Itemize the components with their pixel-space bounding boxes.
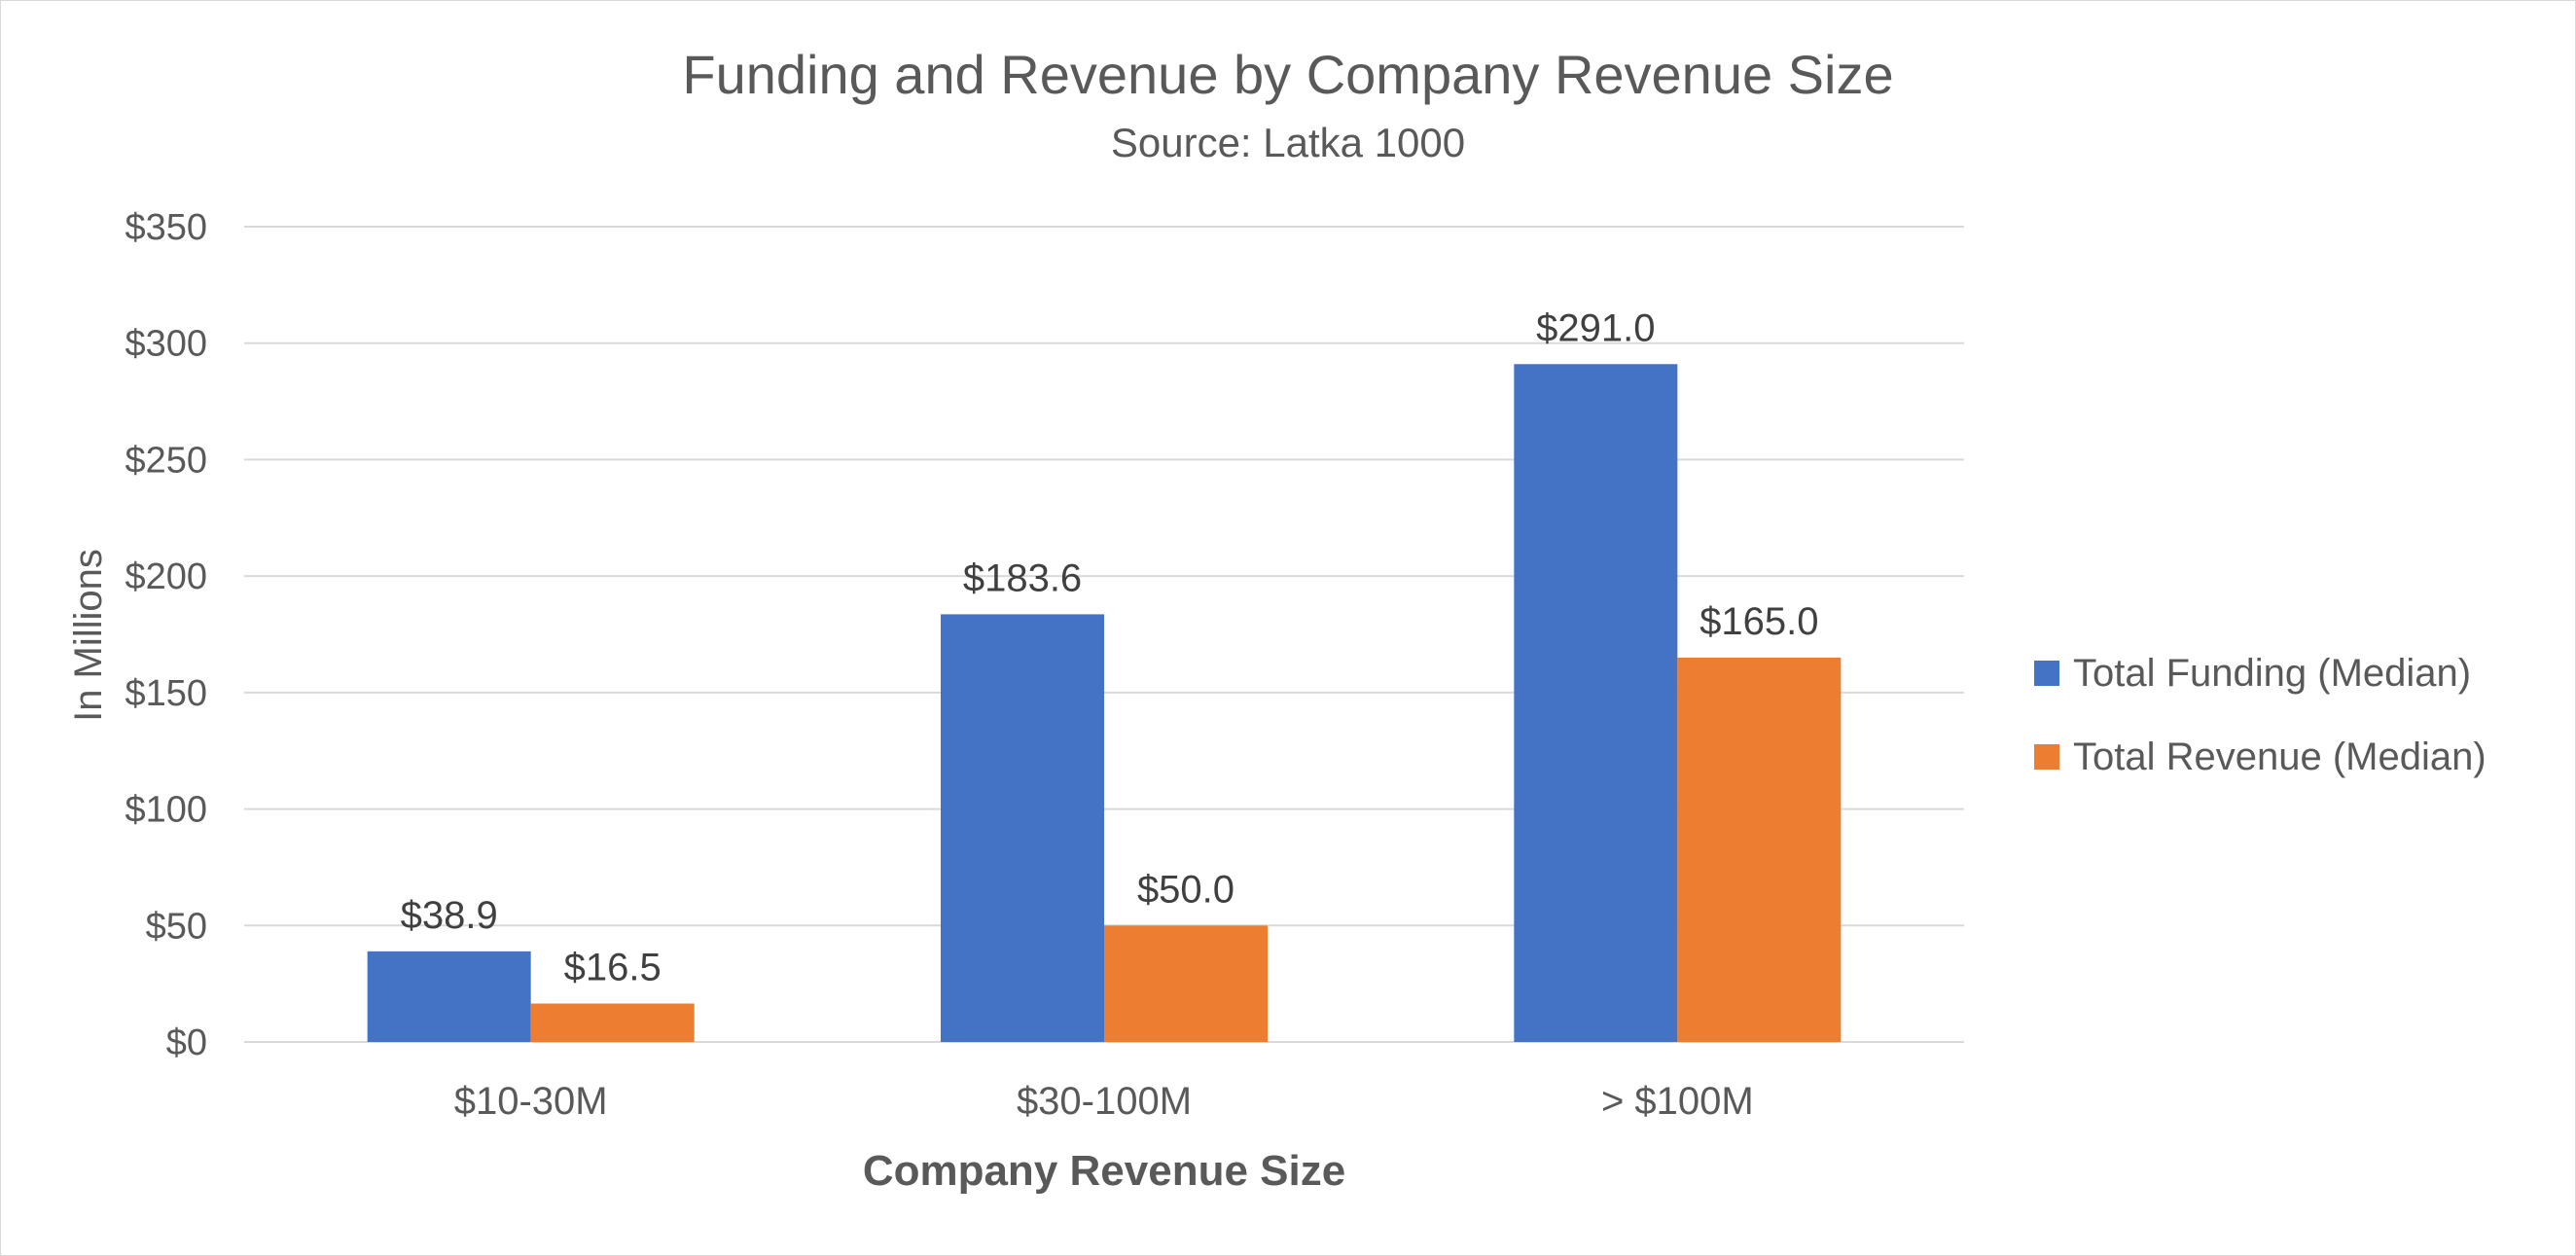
bar xyxy=(941,614,1104,1042)
x-axis-categories: $10-30M $30-100M > $100M xyxy=(454,1080,1754,1123)
bar xyxy=(1677,657,1842,1042)
bar xyxy=(1514,364,1678,1043)
legend-swatch-revenue xyxy=(2034,744,2059,770)
legend-swatch-funding xyxy=(2034,661,2059,686)
legend-label-revenue: Total Revenue (Median) xyxy=(2073,736,2487,778)
data-label: $165.0 xyxy=(1699,600,1818,643)
chart-subtitle: Source: Latka 1000 xyxy=(1111,120,1465,165)
data-labels: $38.9 $16.5 $183.6 $50.0 $291.0 $165.0 xyxy=(401,306,1819,988)
y-tick-label: $50 xyxy=(146,906,207,947)
legend: Total Funding (Median) Total Revenue (Me… xyxy=(2034,652,2487,778)
data-label: $50.0 xyxy=(1137,868,1234,911)
y-tick-label: $150 xyxy=(125,673,207,714)
x-axis-title: Company Revenue Size xyxy=(863,1147,1345,1195)
chart-title: Funding and Revenue by Company Revenue S… xyxy=(682,44,1893,105)
x-category-label: $30-100M xyxy=(1017,1080,1192,1123)
y-tick-label: $0 xyxy=(166,1023,207,1063)
data-label: $16.5 xyxy=(564,946,662,988)
data-label: $291.0 xyxy=(1536,306,1655,349)
legend-label-funding: Total Funding (Median) xyxy=(2073,652,2471,695)
x-category-label: $10-30M xyxy=(454,1080,608,1123)
y-axis-title: In Millions xyxy=(67,549,110,722)
y-tick-label: $350 xyxy=(125,207,207,248)
data-label: $183.6 xyxy=(963,556,1082,599)
bar xyxy=(367,951,531,1042)
y-tick-label: $200 xyxy=(125,556,207,597)
bars xyxy=(367,364,1842,1043)
y-tick-label: $250 xyxy=(125,440,207,481)
bar xyxy=(530,1003,695,1042)
data-label: $38.9 xyxy=(401,894,498,937)
bar xyxy=(1104,925,1268,1042)
y-axis-ticks: $0 $50 $100 $150 $200 $250 $300 $350 xyxy=(125,207,207,1063)
x-category-label: > $100M xyxy=(1601,1080,1754,1123)
y-tick-label: $300 xyxy=(125,324,207,365)
y-tick-label: $100 xyxy=(125,790,207,831)
